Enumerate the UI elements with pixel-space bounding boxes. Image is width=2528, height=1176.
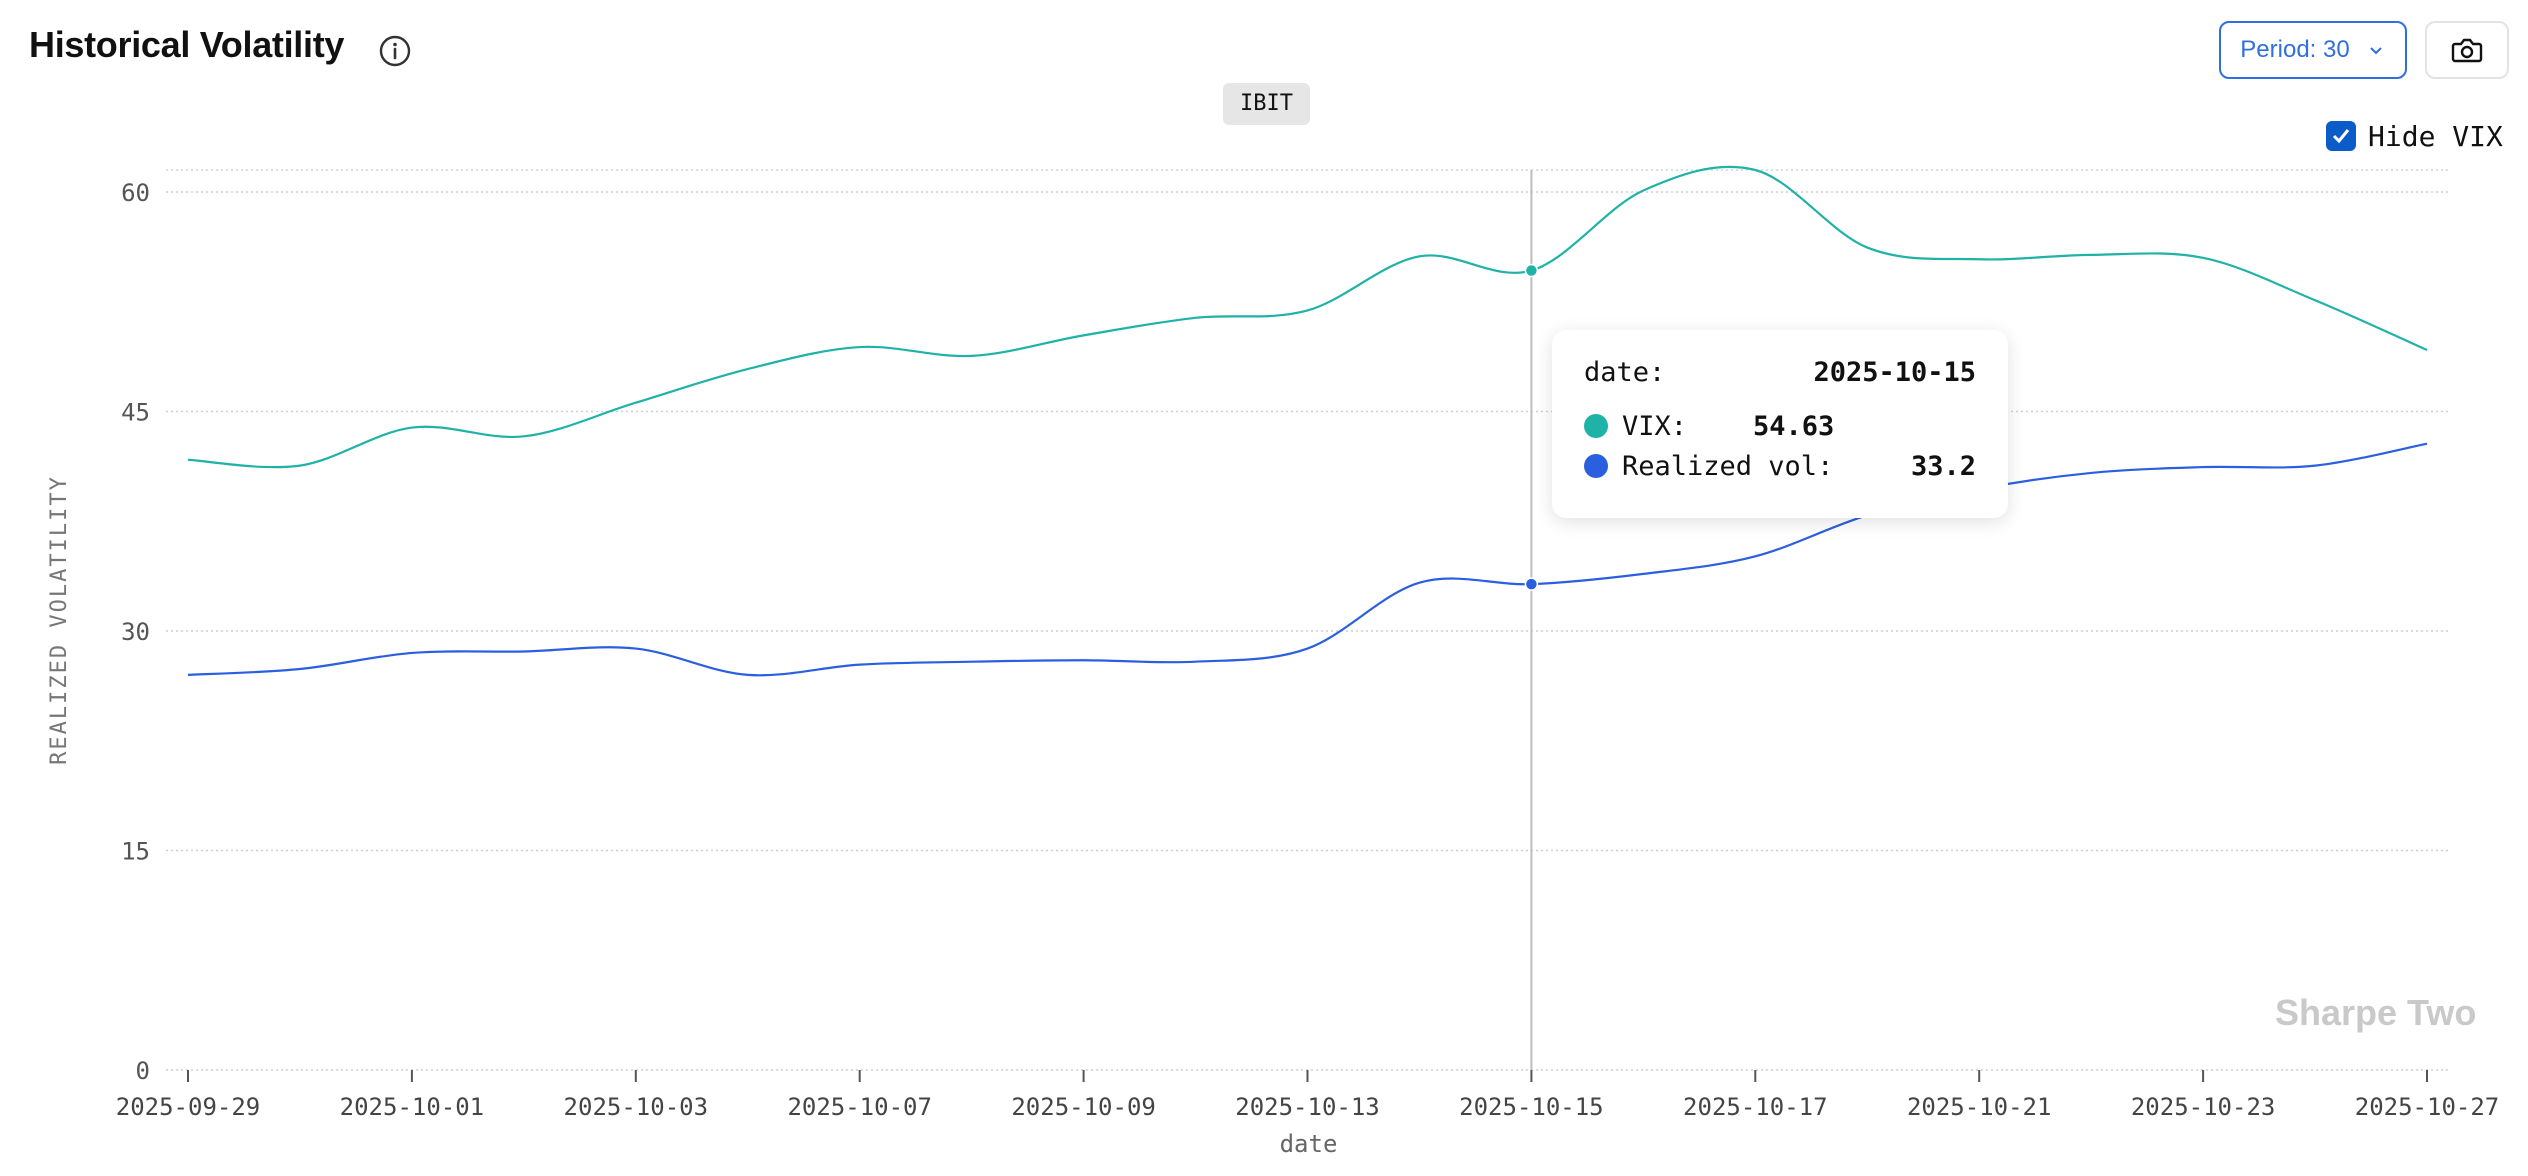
x-tick-label: 2025-10-27 <box>2355 1093 2500 1121</box>
x-tick-label: 2025-10-15 <box>1459 1093 1604 1121</box>
y-tick-label: 45 <box>121 398 150 426</box>
x-tick-label: 2025-10-07 <box>787 1093 932 1121</box>
x-axis-label: date <box>1280 1130 1338 1158</box>
tooltip-vix-label: VIX: <box>1622 410 1688 442</box>
y-tick-label: 15 <box>121 837 150 865</box>
period-select[interactable]: Period: 30 <box>2219 21 2407 79</box>
tooltip-date-label: date: <box>1584 356 1666 388</box>
period-select-label: Period: 30 <box>2240 36 2350 63</box>
info-icon[interactable] <box>378 34 412 68</box>
x-tick-label: 2025-10-01 <box>340 1093 485 1121</box>
x-tick-label: 2025-10-03 <box>564 1093 709 1121</box>
vix-series-line <box>187 165 2428 469</box>
tooltip-rv-label: Realized vol: <box>1622 450 1834 482</box>
camera-icon <box>2451 38 2483 63</box>
x-tick-label: 2025-10-21 <box>1907 1093 2052 1121</box>
realized-vol-series-line <box>187 442 2428 677</box>
x-tick-label: 2025-10-13 <box>1235 1093 1380 1121</box>
check-icon <box>2332 129 2350 144</box>
y-tick-label: 60 <box>121 179 150 207</box>
x-tick-label: 2025-09-29 <box>116 1093 261 1121</box>
x-tick-label: 2025-10-17 <box>1683 1093 1828 1121</box>
ticker-badge: IBIT <box>1223 83 1310 125</box>
x-tick-label: 2025-10-23 <box>2131 1093 2276 1121</box>
chevron-down-icon <box>2369 47 2382 55</box>
chart-tooltip: date: 2025-10-15 VIX: 54.63 Realized vol… <box>1552 330 2008 518</box>
x-tick-label: 2025-10-09 <box>1011 1093 1156 1121</box>
vix-series-highlight-point <box>1524 263 1539 278</box>
watermark: Sharpe Two <box>2275 992 2477 1033</box>
tooltip-vix-value: 54.63 <box>1753 410 1835 442</box>
hide-vix-checkbox[interactable] <box>2326 121 2356 151</box>
tooltip-rv-value: 33.2 <box>1910 450 1976 482</box>
y-tick-label: 30 <box>121 618 150 646</box>
screenshot-button[interactable] <box>2425 21 2509 79</box>
page-title: Historical Volatility <box>29 24 345 65</box>
hide-vix-label: Hide VIX <box>2368 119 2503 153</box>
tooltip-date-value: 2025-10-15 <box>1813 356 1976 388</box>
realized-vol-series-highlight-point <box>1524 577 1539 591</box>
y-axis-label: REALIZED VOLATILITY <box>47 475 72 765</box>
y-tick-label: 0 <box>136 1057 150 1085</box>
realized-legend-dot <box>1584 454 1608 478</box>
vix-legend-dot <box>1584 414 1608 438</box>
hide-vix-toggle[interactable]: Hide VIX <box>2326 116 2503 156</box>
